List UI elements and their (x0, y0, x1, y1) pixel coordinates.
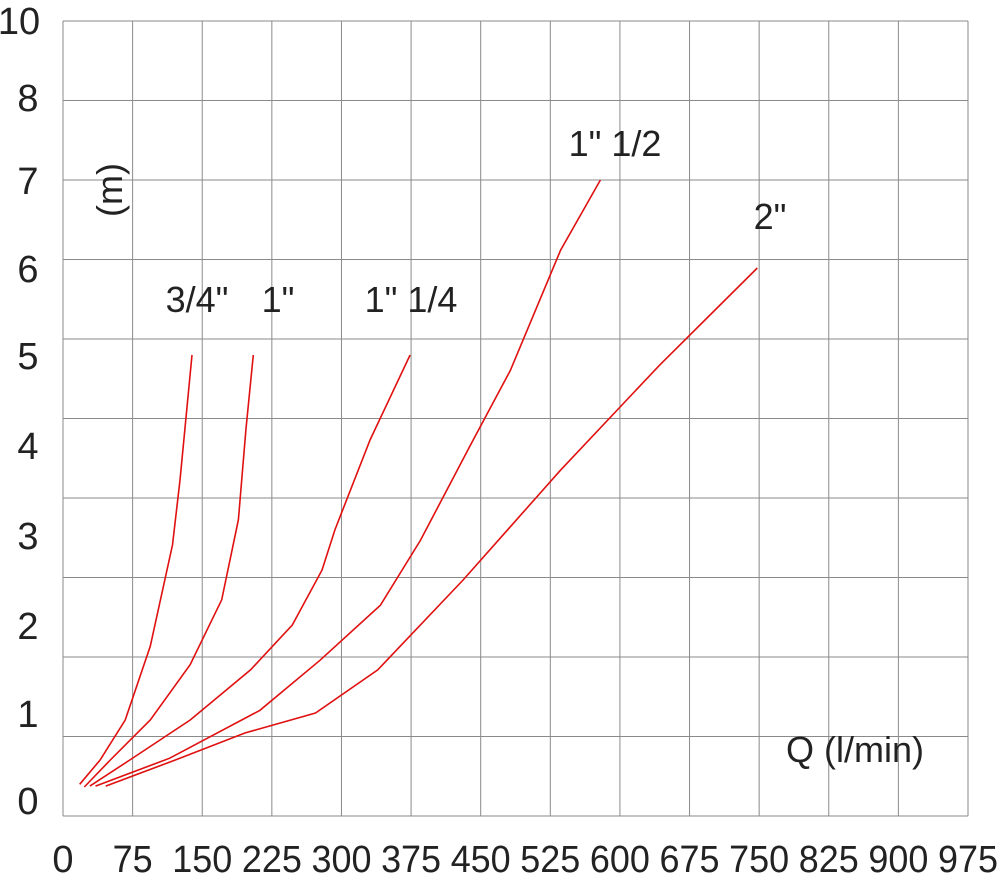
y-tick-label: 8 (17, 78, 38, 120)
y-tick-label: 0 (17, 781, 38, 823)
series-line (83, 354, 255, 788)
y-tick-label: 5 (17, 336, 38, 378)
y-axis-label: (m) (89, 163, 130, 217)
x-tick-labels: 0 75 150 225 300 375 450 525 600 675 750 825 900 975 (52, 839, 998, 880)
y-tick-label: 10 (0, 1, 40, 43)
series-label: 3/4" (166, 279, 229, 320)
x-tick-label: 825 (799, 839, 859, 875)
x-axis-label: Q (l/min) (786, 729, 924, 770)
series-line (89, 354, 411, 787)
y-tick-label: 2 (17, 606, 38, 648)
grid (62, 20, 969, 817)
y-tick-label: 1 (17, 694, 38, 736)
x-tick-label: 0 (52, 839, 73, 875)
y-tick-label: 6 (17, 249, 38, 291)
series-line (105, 267, 758, 787)
series-label: 1" 1/2 (569, 123, 662, 164)
x-tick-label: 975 (938, 839, 998, 875)
y-tick-label: 4 (17, 426, 38, 468)
x-tick-label: 750 (729, 839, 789, 875)
series-group: 3/4" 1" 1" 1/4 1" 1/2 2" (79, 123, 787, 788)
series-line (79, 354, 193, 785)
x-tick-label: 600 (590, 839, 650, 875)
x-tick-label: 150 (172, 839, 232, 875)
x-tick-label: 375 (381, 839, 441, 875)
x-tick-label: 900 (868, 839, 928, 875)
series-label: 1" 1/4 (365, 279, 458, 320)
x-tick-label: 675 (660, 839, 720, 875)
y-tick-label: 7 (17, 161, 38, 203)
x-tick-label: 300 (311, 839, 371, 875)
x-tick-label: 450 (451, 839, 511, 875)
x-tick-label: 225 (242, 839, 302, 875)
y-tick-label: 3 (17, 516, 38, 558)
series-label: 1" (262, 279, 295, 320)
series-line (95, 179, 602, 787)
series-label: 2" (754, 196, 787, 237)
x-tick-label: 525 (520, 839, 580, 875)
x-tick-label: 75 (113, 839, 153, 875)
